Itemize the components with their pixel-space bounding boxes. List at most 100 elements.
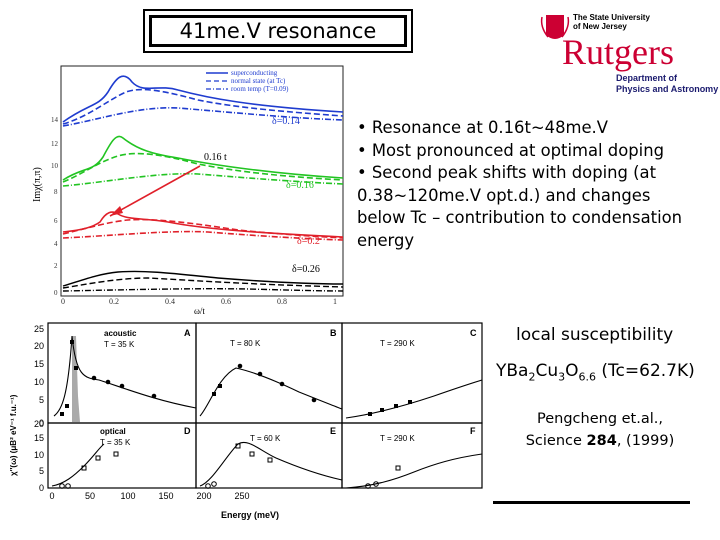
x-tick: 50 [85,491,95,501]
data-point [373,481,379,487]
y-tick: 10 [51,162,59,170]
curve-normal [62,277,344,289]
data-point [408,400,412,404]
logo-univ-line2: of New Jersey [573,22,627,31]
x-tick: 0.8 [277,297,287,306]
curve-normal [62,88,344,125]
y-tick: 15 [34,359,44,369]
data-point [211,481,217,487]
panel-c-frame [341,322,483,424]
y-tick: 12 [51,140,59,148]
panel-letter-b: B [330,328,337,338]
y-tick: 4 [54,240,58,248]
data-point [59,483,65,489]
panel-letter-a: A [184,328,191,338]
slide-title-text: 41me.V resonance [179,19,377,43]
bullet-optimal-doping: • Most pronounced at optimal doping [357,140,664,160]
data-point [380,408,384,412]
divider-rule [493,501,690,504]
y-ticks-top: 0 5 10 15 20 25 [34,324,44,428]
x-tick: 1 [333,297,337,306]
theory-susceptibility-plot: 0 2 4 6 8 10 12 14 Imχ(π,π) superconduct… [32,65,344,316]
x-tick: 200 [196,491,211,501]
logo-brand: Rutgers [562,32,674,72]
annotation-arrow [109,165,201,217]
y-tick: 0 [39,483,44,493]
x-axis-label: Energy (meV) [221,510,279,520]
panel-letter-e: E [330,426,336,436]
curve-room [62,230,344,241]
y-tick: 14 [51,116,59,124]
y-tick: 8 [54,188,58,196]
panel-a-frame [47,322,197,424]
experimental-susceptibility-figure: χ″(ω) (μB² eV⁻¹ f.u.⁻¹) 0 5 10 15 20 25 … [9,322,483,520]
x-ticks: 0 50 100 150 200 250 [49,491,249,501]
x-tick: 0 [49,491,54,501]
data-point [105,379,111,385]
data-point [95,455,101,461]
data-point [394,404,398,408]
fit-curve-d [51,443,105,487]
curves-delta-0-26 [62,270,344,292]
y-tick: 10 [34,377,44,387]
formula-part: O [565,361,579,381]
panel-label-016: δ=0.16 [286,180,314,191]
citation-authors: Pengcheng et.al., [537,411,663,427]
label-temp-d: T = 35 K [100,438,131,447]
fit-curve-a [53,335,197,417]
curves-delta-0-2 [62,211,344,241]
label-temp-f: T = 290 K [380,434,415,443]
data-point [60,412,64,416]
curve-normal [62,152,344,183]
data-point [365,483,371,489]
data-point [81,465,87,471]
logo-dept-line1: Department of [616,73,678,83]
x-tick: 0.6 [221,297,231,306]
data-point [237,363,243,369]
rutgers-logo: The State University of New Jersey Rutge… [540,13,718,94]
panel-letter-c: C [470,328,477,338]
panel-label-014: δ=0.14 [272,116,300,127]
formula-part: Cu [535,361,559,381]
data-point [151,393,157,399]
compound-formula: YBa2Cu3O6.6 (Tc=62.7K) [496,361,695,383]
y-tick: 2 [54,262,58,270]
data-point [113,451,119,457]
data-points-f [365,465,401,489]
curve-sc [62,211,344,238]
data-point [212,392,216,396]
y-tick: 6 [54,217,58,225]
formula-part: YBa [496,361,529,381]
data-point [70,340,74,344]
data-points-e [205,443,273,489]
curves-delta-0-14 [62,75,344,127]
citation-journal-name: Science [525,433,587,449]
panel-b-frame [195,322,343,424]
annotation-arrowhead [110,206,123,216]
y-tick: 15 [34,433,44,443]
fit-curve-c [345,379,483,419]
data-point [267,457,273,463]
y-ticks-bottom: 0 5 10 15 20 [34,419,44,493]
bullet-second-peak: • Second peak shifts with doping (at 0.3… [357,163,683,250]
x-axis-label: ω/t [194,306,205,316]
panel-frames [47,322,483,489]
y-tick: 5 [39,395,44,405]
panel-f-frame [341,422,483,489]
bullet-list: • Resonance at 0.16t~48me.V • Most prono… [357,117,687,252]
data-points-c [368,400,412,416]
panel-label-02: δ=0.2 [297,236,320,247]
formula-subscript: 3 [558,370,566,384]
legend: superconducting normal state (at Tc) roo… [206,69,289,93]
data-point [311,397,317,403]
x-tick: 0.2 [109,297,119,306]
y-tick-labels: 0 2 4 6 8 10 12 14 [51,116,59,297]
fit-curve-e [199,441,343,487]
data-points-b [212,363,317,403]
y-axis-label: Imχ(π,π) [32,167,43,202]
formula-subscript: 2 [528,370,536,384]
x-tick: 0.4 [165,297,175,306]
data-point [279,381,285,387]
citation: Pengcheng et.al., Science 284, (1999) [515,408,685,452]
panel-letter-d: D [184,426,191,436]
